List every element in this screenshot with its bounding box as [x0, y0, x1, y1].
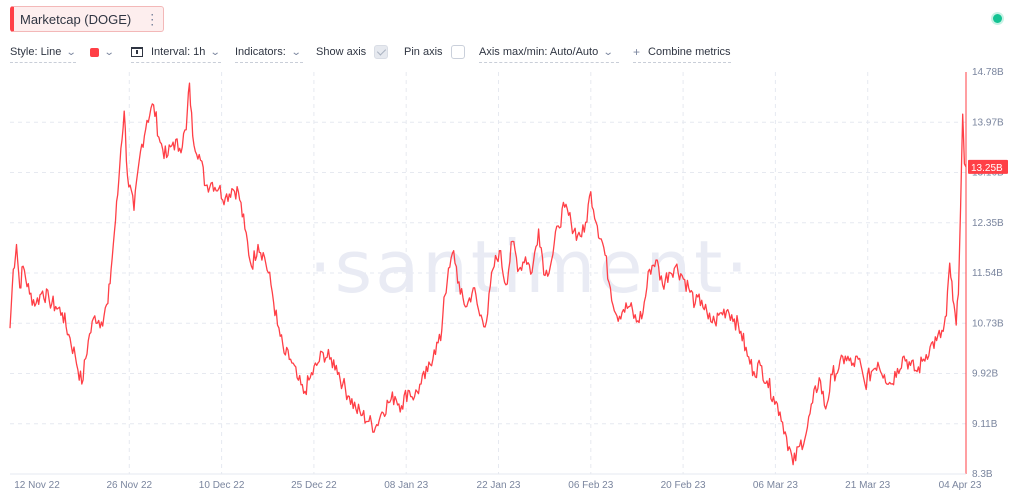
chart-grid — [10, 72, 966, 474]
x-tick-label: 12 Nov 22 — [14, 480, 60, 491]
y-tick-label: 10.73B — [972, 318, 1004, 329]
x-tick-label: 06 Mar 23 — [753, 480, 798, 491]
metric-menu-icon[interactable]: ⋮ — [145, 11, 160, 27]
last-value-badge — [968, 159, 1008, 174]
style-dropdown[interactable]: Style: Line ⌄ — [10, 42, 78, 63]
x-tick-label: 22 Jan 23 — [477, 480, 521, 491]
combine-metrics-button[interactable]: + Combine metrics — [633, 42, 731, 63]
interval-label: Interval: 1h — [151, 46, 206, 58]
axis-range-dropdown[interactable]: Axis max/min: Auto/Auto ⌄ — [479, 42, 619, 63]
chevron-down-icon: ⌄ — [66, 46, 78, 58]
metric-chip[interactable]: Marketcap (DOGE) ⋮ — [10, 6, 164, 32]
indicators-dropdown[interactable]: Indicators: ⌄ — [235, 42, 303, 63]
style-label: Style: Line — [10, 46, 62, 58]
chevron-down-icon: ⌄ — [103, 46, 115, 58]
y-axis: 14.78B13.97B13.16B12.35B11.54B10.73B9.92… — [965, 67, 1004, 480]
marketcap-chart[interactable]: ·santiment· 14.78B13.97B13.16B12.35B11.5… — [0, 66, 1024, 500]
interval-dropdown[interactable]: Interval: 1h ⌄ — [131, 42, 221, 63]
x-tick-label: 06 Feb 23 — [568, 480, 613, 491]
x-tick-label: 21 Mar 23 — [845, 480, 890, 491]
last-value-label: 13.25B — [971, 163, 1003, 174]
status-indicator — [993, 14, 1002, 23]
chevron-down-icon: ⌄ — [602, 46, 614, 58]
chart-toolbar: Style: Line ⌄ ⌄ Interval: 1h ⌄ Indicator… — [10, 42, 1010, 63]
plus-icon: + — [633, 45, 641, 59]
show-axis-checkbox[interactable] — [374, 45, 389, 59]
x-tick-label: 20 Feb 23 — [661, 480, 706, 491]
x-axis: 12 Nov 22 26 Nov 22 10 Dec 22 25 Dec 22 08 J… — [10, 473, 982, 491]
y-tick-label: 9.92B — [972, 369, 998, 380]
chevron-down-icon: ⌄ — [210, 46, 222, 58]
chart-series — [9, 82, 967, 466]
x-tick-label: 10 Dec 22 — [199, 480, 245, 491]
series-line-doge-marketcap — [9, 82, 967, 466]
interval-icon — [131, 47, 143, 57]
axis-range-label: Axis max/min: Auto/Auto — [479, 46, 599, 58]
y-tick-label: 8.3B — [972, 469, 993, 480]
pin-axis-toggle[interactable]: Pin axis — [404, 42, 466, 62]
x-tick-label: 25 Dec 22 — [291, 480, 337, 491]
y-tick-label: 13.97B — [972, 117, 1004, 128]
y-tick-label: 9.11B — [972, 419, 998, 430]
indicators-label: Indicators: — [235, 46, 286, 58]
pin-axis-label: Pin axis — [404, 46, 443, 58]
y-tick-label: 12.35B — [972, 218, 1004, 229]
y-tick-label: 11.54B — [972, 268, 1003, 279]
combine-metrics-label: Combine metrics — [648, 46, 731, 58]
pin-axis-checkbox[interactable] — [450, 45, 465, 59]
last-value-marker: 13.25B — [968, 159, 1008, 174]
color-swatch — [90, 47, 99, 57]
color-picker[interactable]: ⌄ — [90, 42, 126, 62]
show-axis-toggle[interactable]: Show axis — [316, 42, 392, 62]
x-tick-label: 08 Jan 23 — [384, 480, 428, 491]
y-tick-label: 14.78B — [972, 67, 1004, 78]
x-tick-label: 04 Apr 23 — [939, 480, 982, 491]
show-axis-label: Show axis — [316, 46, 367, 58]
x-tick-label: 26 Nov 22 — [107, 480, 153, 491]
chevron-down-icon: ⌄ — [290, 46, 302, 58]
metric-label: Marketcap (DOGE) — [20, 11, 132, 27]
